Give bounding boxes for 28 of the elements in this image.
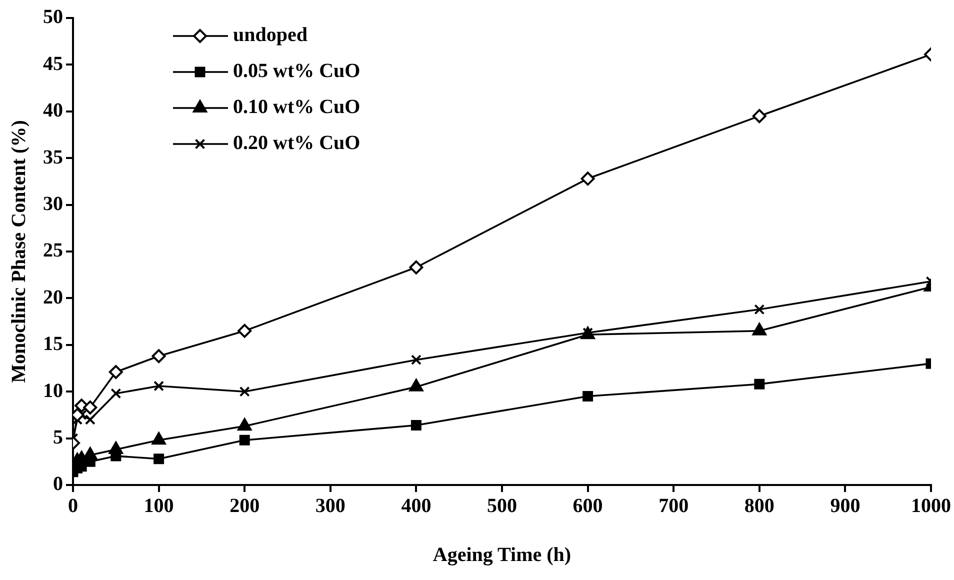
legend-label: undoped bbox=[233, 24, 308, 46]
y-tick-label: 20 bbox=[43, 286, 63, 308]
x-tick-label: 700 bbox=[658, 495, 689, 518]
y-tick-label: 25 bbox=[43, 240, 63, 262]
x-tick-label: 300 bbox=[315, 495, 346, 518]
legend-label: 0.20 wt% CuO bbox=[233, 132, 360, 154]
x-tick-label: 1000 bbox=[911, 495, 951, 518]
x-axis-title: Ageing Time (h) bbox=[432, 544, 572, 566]
y-tick-label: 50 bbox=[43, 6, 63, 28]
y-tick-label: 0 bbox=[53, 473, 63, 496]
x-tick-label: 800 bbox=[744, 495, 774, 518]
x-tick-label: 600 bbox=[572, 495, 603, 518]
x-tick-label: 200 bbox=[230, 495, 260, 518]
x-tick-label: 900 bbox=[830, 495, 860, 518]
y-tick-label: 15 bbox=[43, 333, 63, 356]
x-tick-label: 100 bbox=[144, 495, 174, 518]
legend-label: 0.10 wt% CuO bbox=[233, 96, 360, 118]
x-tick-label: 400 bbox=[401, 495, 432, 518]
y-axis-title: Monoclinic Phase Content (%) bbox=[8, 120, 30, 383]
legend-label: 0.05 wt% CuO bbox=[233, 60, 360, 82]
y-tick-label: 10 bbox=[43, 380, 63, 402]
x-tick-label: 0 bbox=[68, 495, 78, 518]
y-tick-label: 40 bbox=[43, 100, 63, 122]
y-tick-label: 30 bbox=[43, 192, 63, 215]
y-tick-label: 5 bbox=[53, 426, 63, 448]
y-tick-label: 35 bbox=[43, 146, 63, 168]
y-tick-label: 45 bbox=[43, 52, 63, 75]
x-tick-label: 500 bbox=[487, 495, 517, 518]
